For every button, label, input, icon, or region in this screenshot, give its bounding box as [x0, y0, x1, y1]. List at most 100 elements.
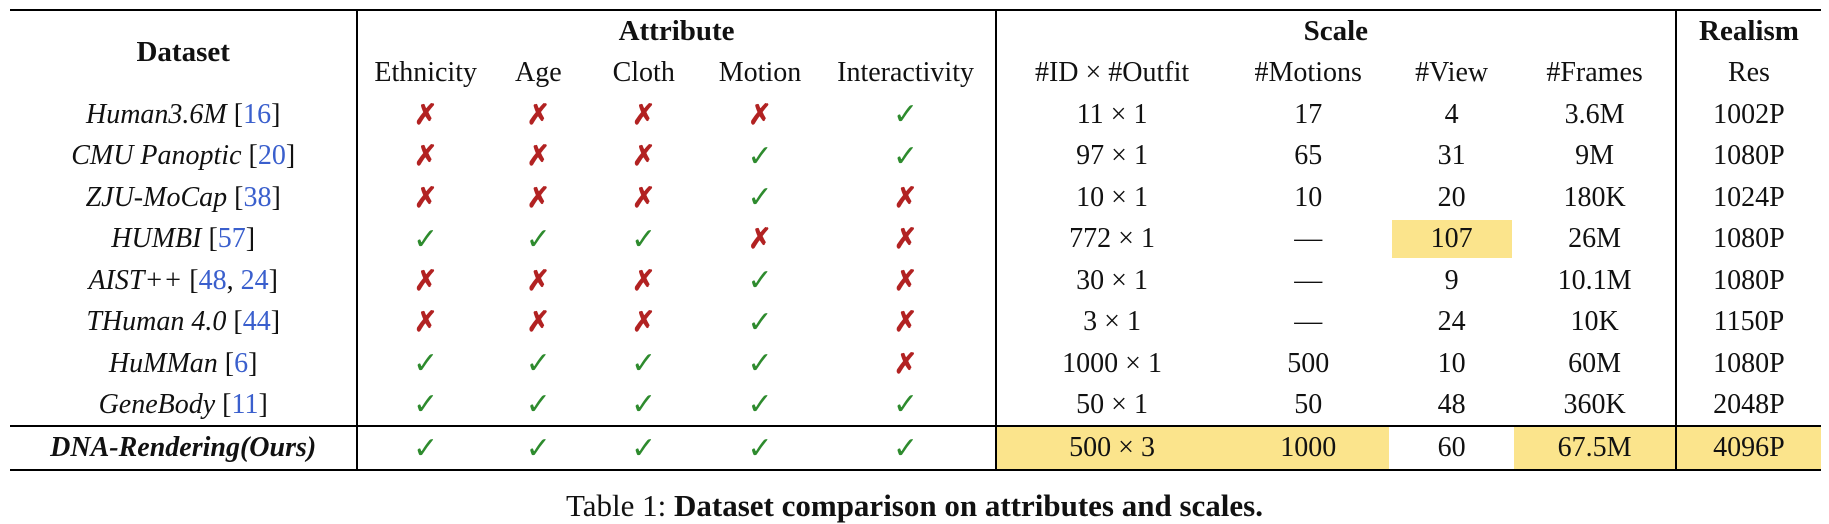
cross-icon: ✗ — [413, 307, 438, 339]
check-icon: ✓ — [747, 347, 773, 381]
table-row: GeneBody [11] ✓ ✓ ✓ ✓ ✓ 50 × 1 50 48 360K 2048P — [10, 384, 1821, 427]
check-icon: ✓ — [525, 431, 551, 465]
table-row: HuMMan [6] ✓ ✓ ✓ ✓ ✗ 1000 × 1 500 10 60M 1080P — [10, 343, 1821, 385]
scale-view-cell: 107 — [1389, 219, 1514, 261]
table-body: Human3.6M [16] ✗ ✗ ✗ ✗ ✓ 11 × 1 17 4 3.6M 1002P CMU… — [10, 94, 1821, 471]
check-icon: ✓ — [413, 347, 439, 381]
citation-link[interactable]: 16 — [243, 98, 272, 130]
realism-res-cell: 4096P — [1675, 425, 1821, 471]
cross-icon: ✗ — [631, 182, 656, 214]
citation-link[interactable]: 44 — [242, 306, 271, 338]
scale-id-outfit-cell: 10 × 1 — [1076, 181, 1148, 213]
attr-motion-cell: ✓ — [704, 302, 817, 344]
cross-icon: ✗ — [631, 99, 656, 131]
cross-icon: ✗ — [413, 265, 438, 297]
header-scale: Scale — [995, 10, 1677, 52]
dataset-name: THuman 4.0 — [86, 306, 227, 338]
cross-icon: ✗ — [893, 307, 918, 339]
cross-icon: ✗ — [893, 224, 918, 256]
citation-link[interactable]: 57 — [217, 223, 246, 255]
attr-interactivity-cell: ✓ — [816, 425, 997, 471]
dataset-name: Human3.6M — [85, 98, 227, 130]
scale-motions-cell: 50 — [1294, 388, 1323, 420]
col-view: #View — [1415, 57, 1489, 88]
realism-res-cell: 1150P — [1713, 306, 1785, 338]
attr-ethnicity-cell: ✗ — [357, 94, 493, 136]
citation-link[interactable]: 48 — [198, 264, 227, 296]
table-row: Human3.6M [16] ✗ ✗ ✗ ✗ ✓ 11 × 1 17 4 3.6M 1002P — [10, 94, 1821, 136]
attr-motion-cell: ✓ — [704, 136, 817, 178]
attr-ethnicity-cell: ✗ — [357, 136, 493, 178]
scale-id-outfit-cell: 500 × 3 — [995, 425, 1228, 471]
citation-link[interactable]: 11 — [231, 388, 259, 420]
attr-interactivity-cell: ✓ — [816, 135, 997, 177]
check-icon: ✓ — [525, 388, 551, 422]
dataset-name-cell: HUMBI [57] — [10, 218, 359, 260]
scale-view-cell: 31 — [1437, 140, 1466, 172]
citation-link[interactable]: 38 — [243, 181, 272, 213]
check-icon: ✓ — [413, 222, 439, 256]
attr-ethnicity-cell: ✗ — [357, 177, 493, 219]
check-icon: ✓ — [747, 431, 773, 465]
cross-icon: ✗ — [748, 224, 772, 256]
check-icon: ✓ — [747, 388, 773, 422]
check-icon: ✓ — [413, 388, 439, 422]
col-motion: Motion — [718, 57, 802, 88]
scale-view-cell: 24 — [1437, 306, 1466, 338]
attr-cloth-cell: ✗ — [584, 260, 704, 302]
dataset-name-cell: THuman 4.0 [44] — [10, 301, 359, 343]
cross-icon: ✗ — [631, 141, 656, 173]
check-icon: ✓ — [631, 388, 657, 422]
cross-icon: ✗ — [631, 307, 656, 339]
attr-age-cell: ✗ — [493, 260, 584, 302]
table-row-ours: DNA-Rendering(Ours) ✓ ✓ ✓ ✓ ✓ 500 × 3 1000 60 67.… — [10, 425, 1821, 471]
table-row: THuman 4.0 [44] ✗ ✗ ✗ ✓ ✗ 3 × 1 — 24 10K 1150P — [10, 301, 1821, 344]
table-row: ZJU-MoCap [38] ✗ ✗ ✗ ✓ ✗ 10 × 1 10 20 180K 1024P — [10, 177, 1821, 219]
dataset-name: HuMMan — [108, 347, 218, 379]
dataset-name-cell: ZJU-MoCap [38] — [10, 177, 359, 219]
highlighted-value: 107 — [1391, 220, 1512, 259]
dataset-name-cell: HuMMan [6] — [10, 343, 359, 385]
attr-cloth-cell: ✗ — [584, 177, 704, 219]
attr-cloth-cell: ✓ — [584, 219, 704, 261]
attr-cloth-cell: ✓ — [584, 385, 704, 427]
citation-link[interactable]: 20 — [257, 140, 286, 172]
realism-res-cell: 1080P — [1713, 347, 1785, 379]
col-age: Age — [515, 57, 562, 88]
cross-icon: ✗ — [413, 182, 438, 214]
attr-interactivity-cell: ✗ — [816, 177, 997, 219]
check-icon: ✓ — [892, 431, 919, 465]
attr-age-cell: ✓ — [493, 219, 584, 261]
scale-frames-cell: 180K — [1514, 177, 1677, 219]
check-icon: ✓ — [525, 347, 551, 381]
attr-ethnicity-cell: ✗ — [357, 302, 493, 344]
dataset-name-cell: GeneBody [11] — [10, 384, 359, 426]
comparison-table-wrapper: Dataset Attribute Scale Realism Ethnicit… — [10, 9, 1821, 471]
citation-link[interactable]: 24 — [240, 264, 269, 296]
scale-id-outfit-cell: 3 × 1 — [1083, 306, 1141, 338]
scale-id-outfit-cell: 97 × 1 — [1076, 140, 1148, 172]
check-icon: ✓ — [747, 181, 773, 215]
cross-icon: ✗ — [413, 99, 438, 131]
attr-age-cell: ✗ — [493, 94, 584, 136]
cross-icon: ✗ — [526, 182, 551, 214]
attr-ethnicity-cell: ✓ — [357, 425, 493, 471]
scale-frames-cell: 60M — [1514, 343, 1677, 385]
scale-id-outfit-cell: 30 × 1 — [1076, 264, 1148, 296]
scale-frames-cell: 10.1M — [1514, 260, 1677, 302]
scale-motions-cell: 500 — [1287, 347, 1330, 379]
attr-cloth-cell: ✗ — [584, 94, 704, 136]
attr-age-cell: ✗ — [493, 177, 584, 219]
attr-ethnicity-cell: ✓ — [357, 219, 493, 261]
attr-cloth-cell: ✓ — [583, 425, 704, 471]
dataset-name-ours: DNA-Rendering(Ours) — [10, 425, 359, 471]
dataset-name-cell: AIST++ [48, 24] — [10, 260, 359, 302]
attr-age-cell: ✗ — [493, 302, 584, 344]
realism-res-cell: 1080P — [1713, 223, 1785, 255]
scale-motions-cell: — — [1294, 306, 1323, 338]
check-icon: ✓ — [892, 139, 919, 173]
citation-link[interactable]: 6 — [234, 347, 249, 379]
scale-id-outfit-cell: 772 × 1 — [1069, 223, 1155, 255]
scale-view-cell: 20 — [1437, 181, 1466, 213]
caption-text: Dataset comparison on attributes and sca… — [674, 488, 1263, 523]
